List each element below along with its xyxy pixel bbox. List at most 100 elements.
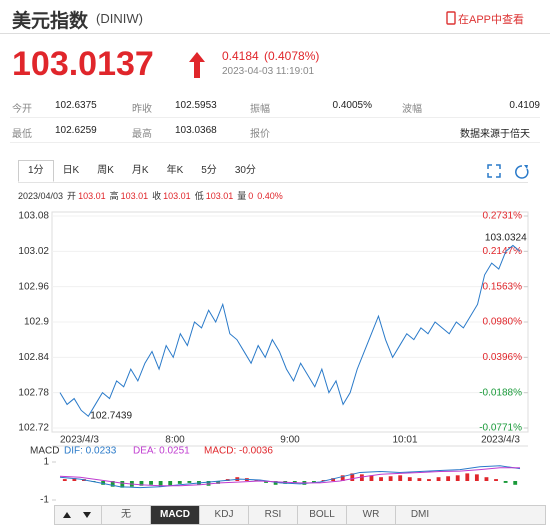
tab-bar: 1分 日K 周K 月K 年K 5分 30分 (18, 160, 528, 183)
macd-bar (503, 481, 508, 483)
macd-legend: MACD: -0.0036 (204, 446, 273, 457)
info-value: 103.01 (205, 191, 234, 201)
macd-bar (484, 477, 489, 481)
macd-title: MACD (30, 446, 59, 457)
info-value: 103.01 (78, 191, 106, 201)
y-tick-label: 103.08 (18, 211, 49, 222)
macd-bar (187, 481, 192, 483)
app-link[interactable]: 在APP中查看 (458, 14, 525, 26)
macd-bar (168, 481, 173, 486)
macd-bar (427, 479, 431, 481)
indicator-bar: 无 MACD KDJ RSI BOLL WR DMI (54, 505, 546, 525)
stat-label: 振幅 (250, 104, 270, 115)
tab[interactable]: 30分 (234, 165, 256, 176)
price-line (59, 244, 521, 417)
change-pct: (0.4078%) (264, 49, 320, 63)
macd-bar (312, 481, 316, 483)
macd-bar (465, 473, 470, 481)
macd-bar (72, 478, 77, 481)
macd-bar (273, 481, 278, 485)
annotation: 102.7439 (90, 411, 132, 422)
macd-bar (398, 475, 403, 481)
y2-tick-label: -0.0188% (479, 387, 522, 398)
macd-bar (254, 480, 259, 481)
tab[interactable]: 1分 (18, 160, 54, 182)
macd-bar (494, 479, 498, 481)
stat-value: 102.5953 (175, 100, 217, 111)
y-tick-label: 103.02 (18, 246, 49, 257)
macd-bar (474, 474, 479, 481)
info-label: 量 (237, 191, 247, 201)
chart: 102.72 102.78 102.84 102.9 102.96 103.02 103.0… (18, 211, 529, 505)
macd-bar (340, 475, 345, 481)
stat-label: 报价 (250, 129, 270, 140)
tab[interactable]: 5分 (201, 165, 217, 176)
macd-bar (110, 481, 115, 487)
macd-bar (359, 474, 364, 481)
macd-bar (177, 481, 182, 484)
stat-value: 0.4109 (509, 100, 540, 111)
row-border (10, 142, 540, 143)
change: 0.4184 (222, 49, 259, 63)
tab[interactable]: 周K (97, 165, 114, 176)
info-value: 0 (248, 191, 254, 201)
indicator-tab[interactable]: DMI (395, 506, 444, 524)
stat-label: 最高 (132, 129, 152, 140)
nav-arrows[interactable] (55, 506, 99, 524)
macd-legend: DIF: 0.0233 (64, 446, 117, 457)
x-tick-label: 10:01 (392, 435, 417, 446)
divider (0, 33, 550, 34)
stat-value: 102.6375 (55, 100, 97, 111)
stat-label: 最低 (12, 129, 32, 140)
indicator-tab[interactable]: RSI (248, 506, 297, 524)
tab[interactable]: 月K (131, 165, 149, 176)
macd-tick-label: -1 (40, 495, 49, 505)
macd-bar (62, 479, 67, 481)
y2-tick-label: -0.0771% (479, 423, 522, 434)
macd-bar (379, 477, 383, 481)
indicator-tab[interactable]: WR (346, 506, 395, 524)
indicator-tab[interactable]: MACD (150, 506, 199, 524)
x-tick-label: 2023/4/3 (60, 435, 99, 446)
indicator-tab[interactable]: BOLL (297, 506, 346, 524)
price: 103.0137 (12, 45, 154, 83)
macd-bar (388, 476, 393, 481)
y2-tick-label: 0.0980% (483, 317, 523, 328)
tab[interactable]: 日K (62, 165, 80, 176)
stat-value: 102.6259 (55, 125, 97, 136)
tool-icons (487, 164, 529, 179)
y2-tick-label: 0.0396% (483, 352, 523, 363)
macd-line (59, 465, 521, 489)
info-pct: 0.40% (257, 191, 283, 201)
macd-bar (436, 477, 441, 481)
tab[interactable]: 年K (166, 165, 184, 176)
macd-bar (455, 475, 460, 481)
macd-bar (446, 476, 451, 481)
y2-tick-label: 0.2731% (483, 211, 523, 222)
indicator-tab[interactable]: 无 (101, 506, 150, 524)
info-label: 收 (152, 191, 162, 201)
info-label: 高 (109, 191, 119, 201)
phone-icon (446, 11, 456, 25)
macd-bar (369, 475, 374, 481)
macd-bar (321, 480, 326, 481)
stat-label: 今开 (12, 104, 32, 115)
indicator-tab[interactable]: KDJ (199, 506, 248, 524)
up-arrow (189, 52, 205, 78)
info-label: 开 (67, 191, 77, 201)
macd-bar (331, 478, 336, 481)
info-date: 2023/04/03 (18, 191, 64, 201)
info-line: 2023/04/03 开 103.01 高 103.01 收 103.01 低 103.01 量 0… (18, 189, 283, 202)
info-label: 低 (194, 191, 204, 201)
stat-value: 0.4005% (332, 100, 372, 111)
macd-tick-label: 1 (43, 457, 49, 468)
y2-tick-label: 0.1563% (483, 281, 523, 292)
stat-value: 103.0368 (175, 125, 217, 136)
macd-bar (206, 481, 211, 486)
macd-bar (350, 473, 355, 481)
macd-bar (264, 481, 268, 483)
stat-value: 数据来源于倍天 (460, 129, 530, 140)
y-tick-label: 102.84 (18, 352, 49, 363)
y-tick-label: 102.96 (18, 281, 49, 292)
row-border (10, 117, 540, 118)
